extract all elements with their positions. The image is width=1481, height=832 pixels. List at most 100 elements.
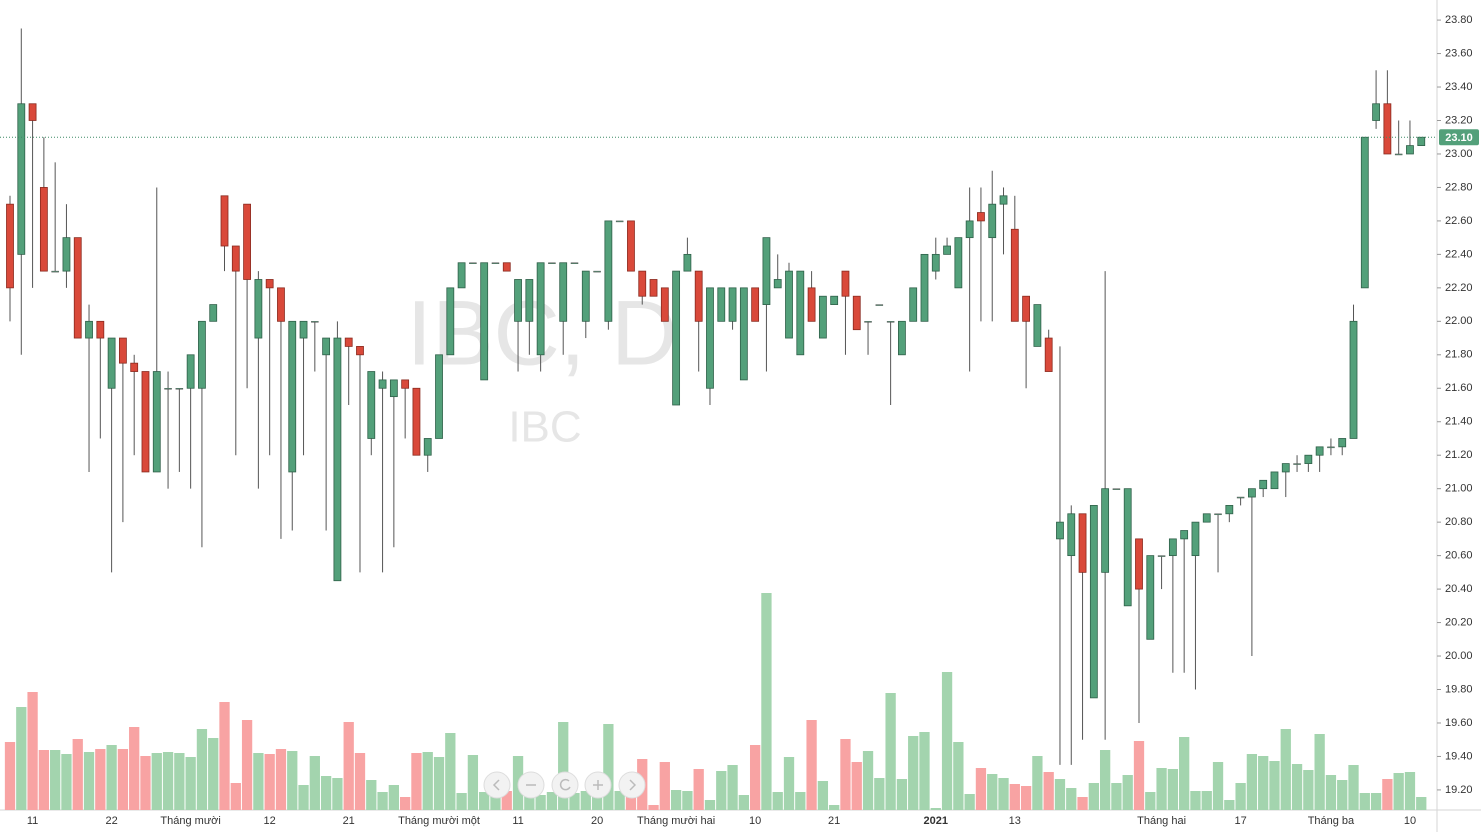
candle-body [502, 262, 511, 272]
candle-body [977, 212, 985, 222]
volume-bar [580, 791, 591, 810]
candle-body [1236, 496, 1245, 499]
candle-body [604, 220, 613, 322]
watermark-symbol: IBC [508, 403, 581, 452]
volume-bar [1224, 800, 1235, 810]
volume-bar [772, 792, 783, 810]
volume-bar [50, 750, 61, 810]
candle-body [311, 321, 319, 323]
volume-bar [388, 785, 400, 810]
zoom-out-button[interactable] [517, 771, 545, 799]
volume-bar [241, 720, 253, 810]
volume-bar [4, 742, 16, 810]
candle-body [1394, 153, 1403, 156]
candle-body [514, 279, 522, 322]
volume-bar [1156, 768, 1167, 810]
candle-body [762, 237, 771, 305]
volume-bar [1066, 788, 1077, 810]
candle-body [1157, 555, 1166, 557]
candle-body [1135, 538, 1143, 590]
volume-bar [377, 792, 388, 810]
volume-bar [83, 752, 95, 810]
candle-body [1281, 463, 1290, 473]
candle-body [401, 379, 410, 389]
x-tick-label: 17 [1234, 815, 1246, 827]
scroll-right-button[interactable] [618, 771, 646, 799]
volume-bar [162, 752, 174, 810]
reset-button[interactable] [551, 771, 579, 799]
candle-body [818, 295, 827, 339]
candle-body [841, 270, 850, 297]
candle-body [1180, 530, 1189, 540]
y-tick-label: 22.80 [1445, 181, 1473, 193]
candle-body [1304, 454, 1313, 464]
volume-bar [230, 783, 241, 810]
x-tick-label: 2021 [924, 815, 948, 827]
candle-body [909, 287, 918, 322]
volume-bar [479, 792, 490, 810]
candle-body [943, 245, 951, 255]
x-tick-label: 21 [343, 815, 355, 827]
scroll-left-button[interactable] [483, 771, 511, 799]
candle-body [1168, 538, 1177, 557]
volume-bar [1404, 772, 1416, 810]
volume-bar [761, 593, 772, 810]
candle-body [198, 320, 206, 389]
volume-bar [1122, 775, 1133, 810]
candle-body [39, 187, 48, 272]
candle-body [333, 337, 342, 582]
candle-body [1372, 103, 1380, 121]
y-tick-label: 20.00 [1445, 650, 1473, 662]
candle-body [864, 321, 872, 323]
candle-body [1406, 145, 1414, 155]
candle-body [1033, 304, 1042, 347]
volume-bar [151, 753, 162, 810]
candle-body [1022, 295, 1030, 322]
volume-bar [908, 736, 919, 810]
volume-bar [1325, 775, 1337, 810]
zoom-in-button[interactable] [584, 771, 612, 799]
candle-body [28, 103, 37, 121]
volume-bar [1077, 797, 1088, 810]
candle-body [435, 354, 443, 439]
volume-bar [851, 762, 862, 810]
volume-bar [1303, 770, 1314, 810]
candle-body [141, 371, 150, 473]
last-price-label: 23.10 [1445, 132, 1473, 144]
candle-body [683, 253, 692, 272]
volume-bar [659, 762, 670, 810]
candle-body [175, 388, 184, 390]
volume-bar [817, 781, 829, 810]
volume-bar [501, 791, 512, 810]
candle-body [1146, 555, 1155, 640]
volume-bar [129, 727, 140, 810]
candle-body [581, 270, 590, 322]
x-tick-label: Tháng mười một [398, 815, 480, 827]
y-tick-label: 23.20 [1445, 114, 1473, 126]
volume-bar [648, 805, 659, 810]
candle-body [152, 371, 161, 473]
candle-body [785, 270, 793, 339]
volume-bar [1201, 791, 1212, 810]
candle-body [1112, 488, 1121, 490]
volume-bar [309, 756, 320, 810]
volume-bar [1133, 741, 1145, 810]
navigation-buttons [483, 771, 646, 799]
candle-body [796, 270, 805, 356]
volume-bar [806, 720, 817, 810]
candle-body [480, 262, 489, 381]
candle-body [1225, 505, 1234, 515]
candle-body [1067, 513, 1076, 557]
candle-body [1202, 513, 1211, 523]
volume-bar [1020, 786, 1032, 810]
volume-bar [196, 729, 208, 810]
last-price-box [1439, 129, 1479, 146]
volume-bar [117, 749, 129, 810]
y-tick-label: 21.60 [1445, 382, 1473, 394]
candle-body [1417, 136, 1426, 146]
volume-bar [219, 702, 230, 810]
volume-bar [998, 778, 1009, 810]
volume-bar [614, 791, 625, 810]
candle-body [1056, 521, 1064, 540]
volume-bar [1348, 765, 1359, 810]
